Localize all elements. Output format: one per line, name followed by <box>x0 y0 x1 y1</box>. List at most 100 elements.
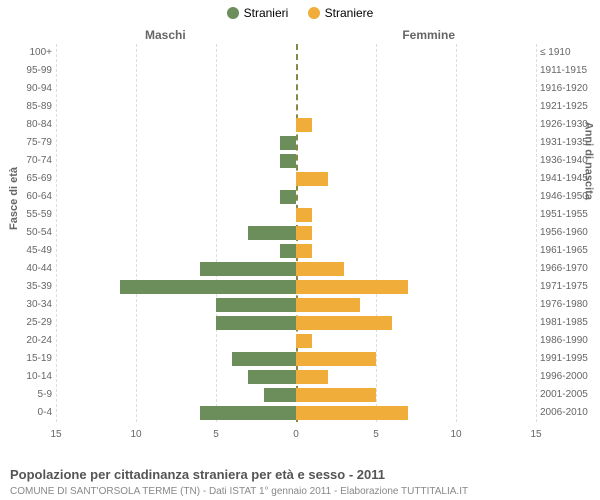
age-label: 35-39 <box>26 281 52 292</box>
bar-male <box>280 244 296 258</box>
bar-male <box>248 370 296 384</box>
y-axis-left-title: Fasce di età <box>8 167 20 230</box>
bar-male <box>216 298 296 312</box>
age-label: 95-99 <box>26 65 52 76</box>
age-label: 5-9 <box>38 389 52 400</box>
age-label: 45-49 <box>26 245 52 256</box>
year-label: 1931-1935 <box>540 137 588 148</box>
bar-male <box>280 136 296 150</box>
age-row: 35-391971-1975 <box>56 278 536 296</box>
bar-female <box>296 118 312 132</box>
pyramid-chart: Stranieri Straniere Maschi Femmine Fasce… <box>0 0 600 500</box>
bar-female <box>296 388 376 402</box>
bar-male <box>216 316 296 330</box>
age-row: 25-291981-1985 <box>56 314 536 332</box>
bar-female <box>296 280 408 294</box>
bar-male <box>280 154 296 168</box>
x-tick: 0 <box>293 429 299 440</box>
age-row: 75-791931-1935 <box>56 134 536 152</box>
x-tick: 10 <box>450 429 461 440</box>
header-female: Femmine <box>402 28 455 42</box>
age-label: 20-24 <box>26 335 52 346</box>
grid-line <box>536 44 537 422</box>
legend-label-female: Straniere <box>325 6 374 20</box>
age-row: 40-441966-1970 <box>56 260 536 278</box>
age-row: 70-741936-1940 <box>56 152 536 170</box>
age-label: 40-44 <box>26 263 52 274</box>
x-tick: 10 <box>130 429 141 440</box>
bar-female <box>296 406 408 420</box>
bar-male <box>280 190 296 204</box>
age-row: 85-891921-1925 <box>56 98 536 116</box>
age-label: 60-64 <box>26 191 52 202</box>
year-label: 1991-1995 <box>540 353 588 364</box>
age-row: 20-241986-1990 <box>56 332 536 350</box>
x-tick: 15 <box>50 429 61 440</box>
x-tick: 15 <box>530 429 541 440</box>
bar-female <box>296 334 312 348</box>
age-row: 50-541956-1960 <box>56 224 536 242</box>
bar-female <box>296 172 328 186</box>
bar-female <box>296 244 312 258</box>
legend-swatch-female <box>308 7 320 19</box>
age-row: 100+≤ 1910 <box>56 44 536 62</box>
legend: Stranieri Straniere <box>0 0 600 22</box>
age-row: 60-641946-1950 <box>56 188 536 206</box>
year-label: 1911-1915 <box>540 65 587 76</box>
bar-male <box>248 226 296 240</box>
age-label: 25-29 <box>26 317 52 328</box>
bar-female <box>296 226 312 240</box>
bar-female <box>296 370 328 384</box>
bar-male <box>200 406 296 420</box>
age-label: 85-89 <box>26 101 52 112</box>
year-label: ≤ 1910 <box>540 47 571 58</box>
age-label: 65-69 <box>26 173 52 184</box>
age-label: 80-84 <box>26 119 52 130</box>
year-label: 1926-1930 <box>540 119 588 130</box>
x-tick: 5 <box>373 429 379 440</box>
age-row: 95-991911-1915 <box>56 62 536 80</box>
age-label: 100+ <box>29 47 52 58</box>
x-tick: 5 <box>213 429 219 440</box>
bar-male <box>232 352 296 366</box>
year-label: 1946-1950 <box>540 191 588 202</box>
age-label: 70-74 <box>26 155 52 166</box>
bar-female <box>296 208 312 222</box>
year-label: 1921-1925 <box>540 101 588 112</box>
age-label: 15-19 <box>26 353 52 364</box>
bar-male <box>120 280 296 294</box>
year-label: 1986-1990 <box>540 335 588 346</box>
bar-male <box>264 388 296 402</box>
year-label: 1916-1920 <box>540 83 588 94</box>
chart-title: Popolazione per cittadinanza straniera p… <box>10 467 385 482</box>
year-label: 1951-1955 <box>540 209 588 220</box>
year-label: 1976-1980 <box>540 299 588 310</box>
age-row: 90-941916-1920 <box>56 80 536 98</box>
age-label: 30-34 <box>26 299 52 310</box>
bar-female <box>296 316 392 330</box>
age-row: 65-691941-1945 <box>56 170 536 188</box>
age-row: 55-591951-1955 <box>56 206 536 224</box>
year-label: 1996-2000 <box>540 371 588 382</box>
age-row: 80-841926-1930 <box>56 116 536 134</box>
header-male: Maschi <box>145 28 186 42</box>
age-label: 75-79 <box>26 137 52 148</box>
age-row: 15-191991-1995 <box>56 350 536 368</box>
bar-male <box>200 262 296 276</box>
year-label: 1956-1960 <box>540 227 588 238</box>
year-label: 2006-2010 <box>540 407 588 418</box>
age-row: 30-341976-1980 <box>56 296 536 314</box>
age-label: 55-59 <box>26 209 52 220</box>
year-label: 1961-1965 <box>540 245 588 256</box>
legend-item-female: Straniere <box>308 6 374 20</box>
year-label: 1966-1970 <box>540 263 588 274</box>
age-row: 45-491961-1965 <box>56 242 536 260</box>
age-label: 0-4 <box>38 407 52 418</box>
chart-subtitle: COMUNE DI SANT'ORSOLA TERME (TN) - Dati … <box>10 486 468 497</box>
year-label: 1941-1945 <box>540 173 588 184</box>
age-row: 10-141996-2000 <box>56 368 536 386</box>
year-label: 2001-2005 <box>540 389 588 400</box>
bar-female <box>296 298 360 312</box>
bar-female <box>296 262 344 276</box>
age-row: 5-92001-2005 <box>56 386 536 404</box>
